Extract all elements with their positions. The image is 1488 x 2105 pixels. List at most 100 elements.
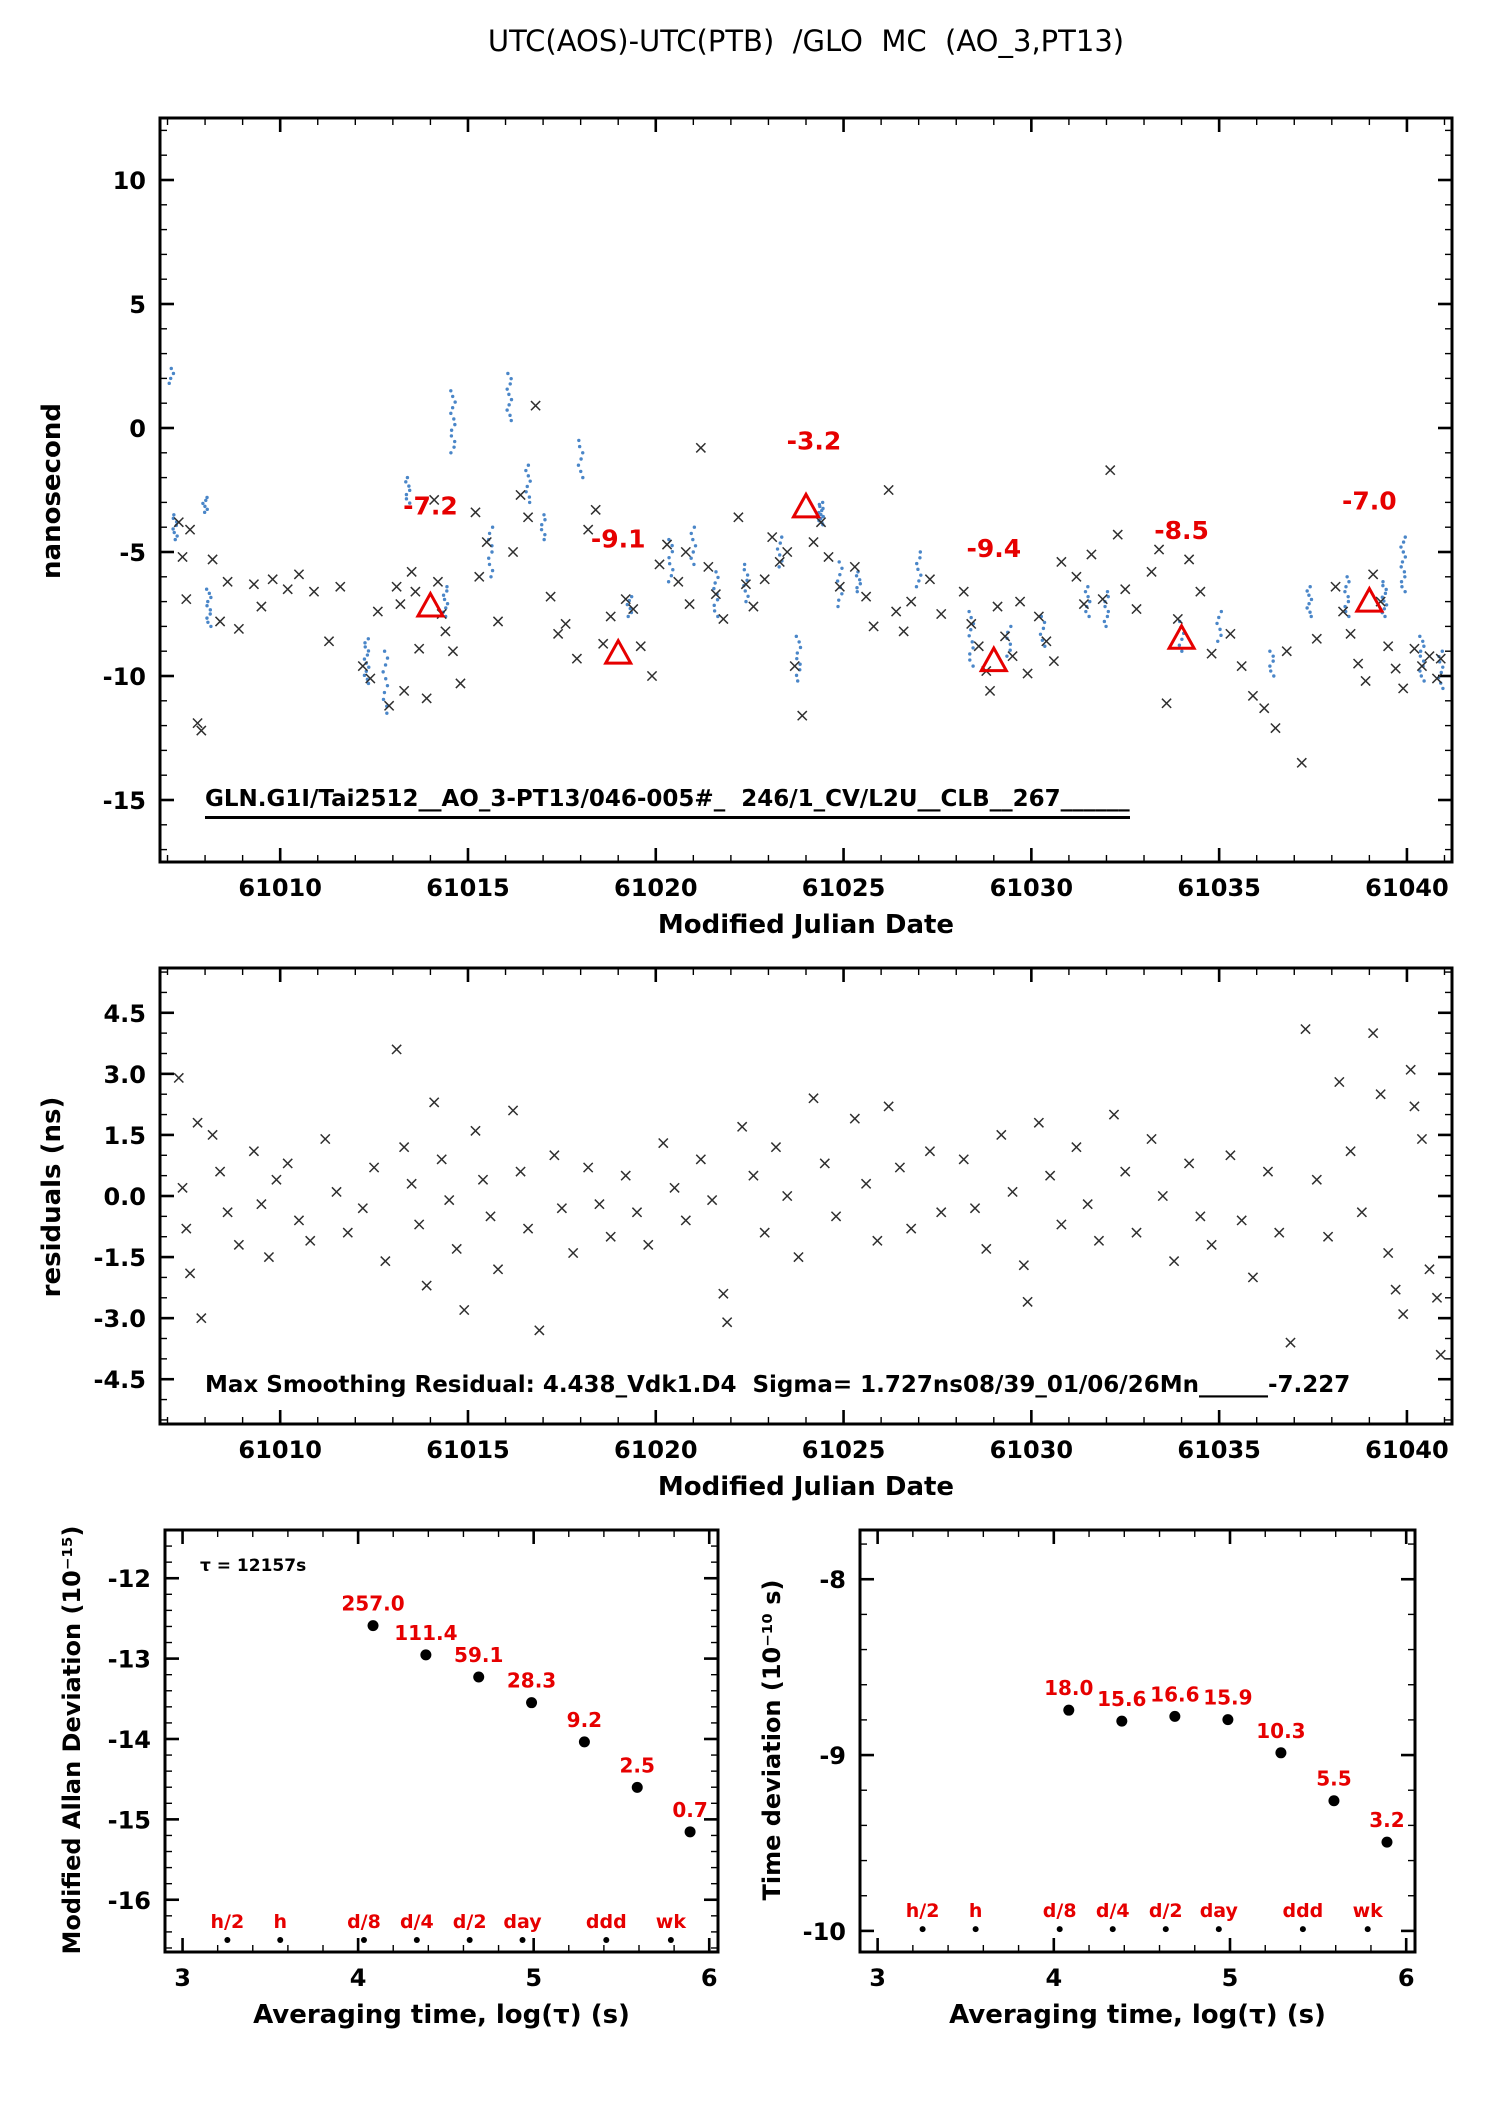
blue-data-dot — [915, 561, 919, 566]
scatter-x-marker — [583, 1162, 594, 1173]
scatter-x-marker — [1056, 556, 1067, 568]
y-tick-label: -9 — [819, 1742, 846, 1770]
blue-data-dot — [1309, 614, 1313, 619]
blue-data-dot — [581, 451, 585, 455]
blue-data-dot — [1343, 589, 1347, 594]
scatter-x-marker — [583, 524, 594, 535]
deviation-value-label: 9.2 — [567, 1708, 602, 1732]
deviation-value-label: 5.5 — [1316, 1767, 1351, 1791]
x-tick-label: 5 — [1222, 1964, 1239, 1992]
y-tick-label: -5 — [119, 539, 146, 567]
blue-data-dot — [204, 498, 208, 503]
blue-data-dot — [796, 679, 800, 683]
scatter-x-marker — [267, 574, 278, 585]
scatter-x-marker — [522, 512, 534, 523]
blue-data-dot — [381, 697, 386, 702]
calibration-triangle-marker — [1166, 622, 1197, 650]
x-tick-label: 61035 — [1177, 1436, 1261, 1464]
scatter-x-marker — [680, 1215, 691, 1226]
scatter-x-marker — [256, 1199, 267, 1210]
blue-data-dot — [363, 641, 367, 645]
blue-data-dot — [1439, 670, 1443, 675]
time-mark-dot — [466, 1936, 473, 1943]
time-mark-label: h — [273, 1911, 287, 1933]
scatter-x-marker — [1195, 586, 1206, 597]
blue-data-dot — [1087, 614, 1091, 619]
blue-data-dot — [577, 438, 581, 443]
scatter-x-marker — [470, 1125, 481, 1136]
scatter-x-marker — [1383, 1247, 1394, 1259]
scatter-x-marker — [196, 725, 207, 736]
x-tick-label: 4 — [350, 1964, 367, 1992]
scatter-x-marker — [1195, 1211, 1206, 1222]
scatter-x-marker — [1078, 598, 1090, 610]
scatter-x-marker — [477, 1174, 489, 1185]
blue-data-dot — [365, 653, 370, 657]
scatter-x-marker — [1131, 603, 1142, 615]
blue-data-dot — [1268, 649, 1272, 653]
blue-data-dot — [1418, 634, 1422, 639]
deviation-value-label: 111.4 — [394, 1621, 457, 1645]
blue-data-dot — [670, 549, 675, 554]
blue-data-dot — [1041, 626, 1046, 631]
blue-data-dot — [1106, 609, 1111, 614]
scatter-x-marker — [1281, 646, 1292, 657]
blue-data-dot — [449, 389, 453, 393]
blue-data-dot — [1345, 575, 1349, 579]
scatter-x-marker — [1157, 1190, 1168, 1202]
blue-data-dot — [1217, 615, 1221, 620]
scatter-x-marker — [834, 581, 845, 592]
blue-data-dot — [1104, 624, 1108, 629]
scatter-x-marker — [1300, 1023, 1311, 1035]
blue-data-dot — [1102, 619, 1107, 624]
blue-data-dot — [1418, 654, 1423, 658]
time-mark-label: h/2 — [211, 1911, 245, 1933]
scatter-x-marker — [1409, 643, 1420, 654]
y-tick-label: 1.5 — [103, 1122, 146, 1150]
blue-data-dot — [366, 637, 371, 641]
scatter-x-marker — [605, 1231, 616, 1242]
scatter-x-marker — [1014, 596, 1026, 607]
scatter-x-marker — [1044, 1170, 1056, 1181]
scatter-x-marker — [1093, 1235, 1105, 1246]
blue-data-dot — [797, 640, 801, 644]
blue-data-dot — [744, 599, 748, 604]
blue-data-dot — [487, 531, 492, 536]
blue-data-dot — [1441, 686, 1445, 691]
scatter-x-marker — [654, 559, 665, 570]
scatter-x-marker — [1416, 1133, 1428, 1145]
scatter-x-marker — [999, 631, 1011, 642]
scatter-x-marker — [233, 1239, 245, 1250]
blue-data-dot — [384, 677, 388, 681]
blue-data-dot — [1418, 669, 1422, 673]
blue-data-dot — [1440, 649, 1444, 653]
blue-data-dot — [1347, 580, 1351, 584]
blue-data-dot — [712, 586, 716, 591]
blue-data-dot — [1402, 570, 1407, 574]
blue-data-dot — [671, 568, 675, 572]
blue-data-dot — [795, 656, 799, 661]
blue-data-dot — [1403, 535, 1407, 539]
deviation-value-label: 257.0 — [341, 1592, 404, 1616]
blue-data-dot — [1272, 674, 1276, 678]
blue-data-dot — [508, 382, 512, 386]
scatter-x-marker — [1398, 1308, 1409, 1320]
scatter-x-marker — [414, 1219, 425, 1230]
blue-data-dot — [540, 523, 544, 527]
x-tick-label: 6 — [1398, 1964, 1415, 1992]
blue-data-dot — [1177, 643, 1182, 647]
blue-data-dot — [714, 570, 718, 574]
calibration-triangle-marker — [603, 637, 634, 665]
blue-data-dot — [626, 614, 630, 619]
blue-data-dot — [1305, 606, 1309, 610]
blue-data-dot — [795, 651, 800, 655]
blue-data-dot — [206, 599, 210, 604]
blue-data-dot — [1382, 607, 1387, 611]
scatter-x-marker — [222, 1207, 233, 1218]
scatter-x-marker — [740, 579, 752, 590]
x-tick-label: 5 — [525, 1964, 542, 1992]
time-mark-label: d/4 — [1096, 1900, 1130, 1922]
scatter-x-marker — [1345, 628, 1356, 639]
scatter-x-marker — [196, 1313, 207, 1324]
